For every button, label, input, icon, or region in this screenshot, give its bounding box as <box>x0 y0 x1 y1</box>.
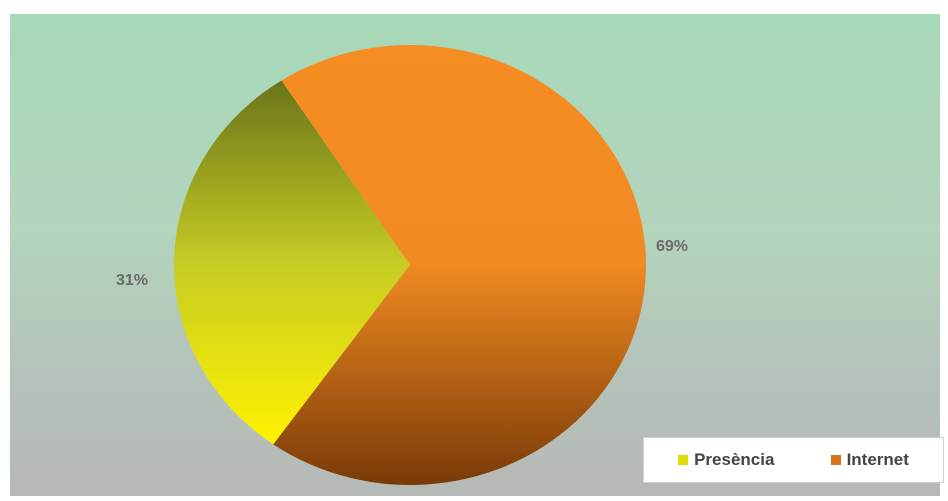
legend-item-internet: Internet <box>831 450 909 470</box>
legend-label-presencia: Presència <box>694 450 774 470</box>
legend: Presència Internet <box>643 437 944 483</box>
legend-swatch-internet <box>831 455 841 465</box>
chart-area: 31% 69% Presència Internet <box>10 14 940 496</box>
legend-swatch-presencia <box>678 455 688 465</box>
legend-label-internet: Internet <box>847 450 909 470</box>
data-label-internet: 69% <box>656 238 688 256</box>
data-label-presencia: 31% <box>116 272 148 290</box>
pie-chart <box>10 14 940 496</box>
legend-item-presencia: Presència <box>678 450 774 470</box>
